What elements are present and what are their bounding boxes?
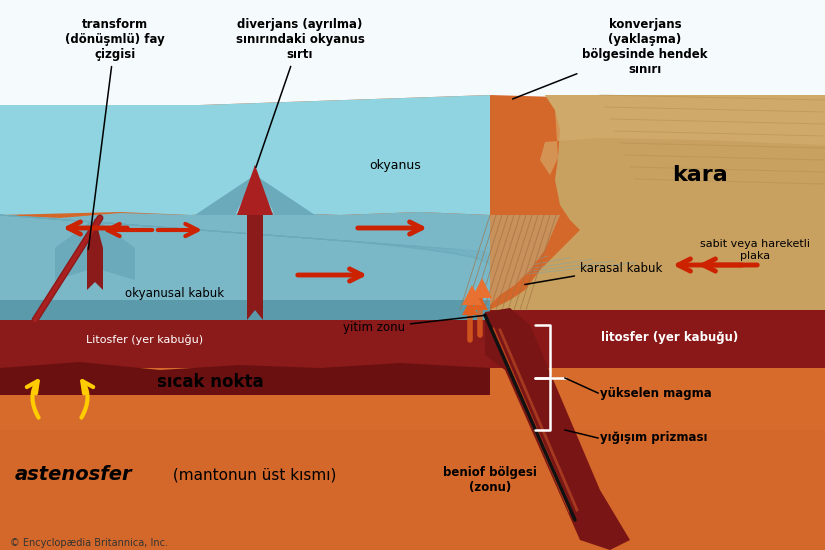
Text: Litosfer (yer kabuğu): Litosfer (yer kabuğu): [87, 335, 204, 345]
Polygon shape: [0, 362, 490, 395]
Text: sıcak nokta: sıcak nokta: [157, 373, 263, 391]
Polygon shape: [472, 295, 488, 310]
Text: karasal kabuk: karasal kabuk: [525, 261, 662, 284]
Text: beniof bölgesi
(zonu): beniof bölgesi (zonu): [443, 466, 537, 494]
Polygon shape: [490, 95, 825, 175]
Polygon shape: [87, 218, 103, 290]
Polygon shape: [247, 165, 263, 320]
Polygon shape: [472, 278, 492, 298]
Polygon shape: [255, 175, 335, 215]
Polygon shape: [175, 175, 255, 215]
Polygon shape: [490, 310, 825, 368]
Text: konverjans
(yaklaşma)
bölgesinde hendek
sınırı: konverjans (yaklaşma) bölgesinde hendek …: [512, 18, 708, 99]
Polygon shape: [0, 212, 490, 320]
Polygon shape: [0, 95, 490, 215]
Text: litosfer (yer kabuğu): litosfer (yer kabuğu): [601, 331, 738, 344]
Polygon shape: [0, 300, 490, 320]
Polygon shape: [0, 0, 825, 105]
Text: yığışım prizması: yığışım prizması: [600, 432, 708, 444]
Polygon shape: [462, 285, 482, 305]
Text: yükselen magma: yükselen magma: [600, 387, 712, 399]
Polygon shape: [485, 308, 630, 550]
Text: transform
(dönüşmlü) fay
çizgisi: transform (dönüşmlü) fay çizgisi: [65, 18, 165, 249]
Polygon shape: [490, 215, 560, 305]
Text: (mantonun üst kısmı): (mantonun üst kısmı): [168, 468, 337, 482]
Text: yitim zonu: yitim zonu: [343, 315, 485, 334]
Polygon shape: [462, 300, 478, 315]
Text: kara: kara: [672, 165, 728, 185]
Polygon shape: [490, 95, 825, 310]
Text: okyanus: okyanus: [369, 158, 421, 172]
Polygon shape: [237, 165, 273, 215]
Text: astenosfer: astenosfer: [15, 465, 133, 485]
Text: diverjans (ayrılma)
sınırındaki okyanus
sırtı: diverjans (ayrılma) sınırındaki okyanus …: [236, 18, 365, 167]
Polygon shape: [0, 360, 825, 430]
Text: © Encyclopædia Britannica, Inc.: © Encyclopædia Britannica, Inc.: [10, 538, 168, 548]
Polygon shape: [0, 320, 490, 368]
Polygon shape: [55, 218, 135, 280]
Text: okyanusal kabuk: okyanusal kabuk: [125, 287, 224, 300]
Text: sabit veya hareketli
plaka: sabit veya hareketli plaka: [700, 239, 810, 261]
